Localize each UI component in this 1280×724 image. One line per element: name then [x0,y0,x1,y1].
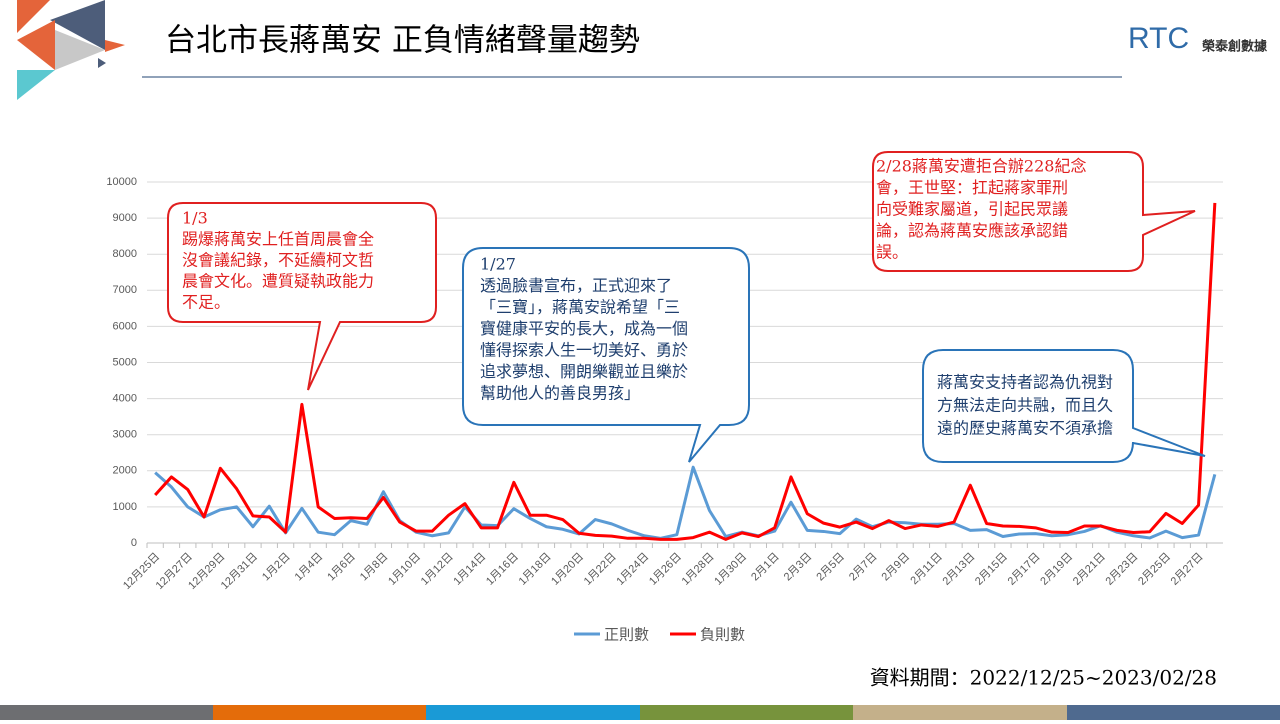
y-tick-label: 5000 [113,356,137,368]
y-tick-label: 1000 [113,501,137,513]
y-tick-label: 7000 [113,284,137,296]
annotation-text: 沒會議紀錄，不延續柯文哲 [182,251,374,270]
decor [17,70,55,100]
x-tick-label: 2月7日 [847,551,880,584]
annotation-text: 誤。 [876,243,908,262]
annotation-text: 懂得探索人生一切美好、勇於 [480,341,688,360]
logo-mark: RTC [1128,22,1189,55]
legend-label: 正則數 [604,626,649,644]
x-tick-label: 1月28日 [680,551,717,588]
callout [167,202,437,391]
x-tick-label: 2月1日 [749,551,782,584]
slide-title: 台北市長蔣萬安 正負情緒聲量趨勢 [165,23,640,59]
decor [17,0,50,33]
annotation-text: 幫助他人的善良男孩」 [480,384,640,403]
callout [462,247,750,463]
decor [1067,705,1280,720]
x-tick-label: 1月20日 [549,551,586,588]
x-tick-label: 2月3日 [782,551,815,584]
x-tick-label: 1月2日 [260,551,293,584]
y-tick-label: 10000 [106,176,137,188]
decor [640,705,853,720]
x-tick-label: 2月13日 [940,551,977,588]
annotation-text: 追求夢想、開朗樂觀並且樂於 [480,362,688,381]
y-tick-label: 9000 [113,212,137,224]
x-tick-label: 2月5日 [814,551,847,584]
callout [922,349,1206,463]
y-tick-label: 6000 [113,320,137,332]
x-tick-label: 1月22日 [582,551,619,588]
decor [50,0,105,50]
x-tick-label: 2月17日 [1006,551,1043,588]
y-tick-label: 4000 [113,393,137,405]
source-note: 資料期間：2022/12/25~2023/02/28 [870,666,1217,690]
annotation-text: 晨會文化。遭質疑執政能力 [182,272,374,291]
decor [853,705,1067,720]
annotation-text: 方無法走向共融，而且久 [937,396,1113,415]
x-tick-label: 1月14日 [451,551,488,588]
series-line [154,465,1217,540]
x-tick-label: 2月25日 [1136,551,1173,588]
annotation-text: 論，認為蔣萬安應該承認錯 [876,221,1068,240]
x-tick-label: 1月10日 [386,551,423,588]
decor [213,705,426,720]
x-tick-label: 2月23日 [1103,551,1140,588]
decor [98,58,106,68]
annotation-text: 向受難家屬道，引起民眾議 [876,200,1068,219]
y-tick-label: 8000 [113,248,137,260]
annotation-text: 「三寶」，蔣萬安說希望「三 [480,298,680,317]
annotations: 1/3 踢爆蔣萬安上任首周晨會全沒會議紀錄，不延續柯文哲晨會文化。遭質疑執政能力不… [182,157,1113,438]
annotation-text: 2/28蔣萬安遭拒合辦228紀念 [876,157,1086,176]
x-tick-label: 1月18日 [517,551,554,588]
annotation-text: 寶健康平安的長大，成為一個 [480,319,688,338]
x-tick-label: 1月4日 [293,551,326,584]
annotation-text: 1/27 [480,255,516,274]
annotation-text: 蔣萬安支持者認為仇視對 [937,373,1113,392]
x-tick-label: 1月30日 [712,551,749,588]
x-tick-label: 1月12日 [419,551,456,588]
decor [17,20,55,70]
annotation-text: 透過臉書宣布，正式迎來了 [480,276,672,295]
x-tick-label: 1月6日 [325,551,358,584]
annotation-text: 遠的歷史蔣萬安不須承擔 [937,419,1113,438]
annotation-text: 踢爆蔣萬安上任首周晨會全 [182,230,374,249]
x-tick-label: 1月16日 [484,551,521,588]
y-tick-label: 0 [131,537,137,549]
annotation-text: 1/3 [182,209,208,228]
annotation-text: 會，王世堅：扛起蔣家罪刑 [876,178,1068,197]
decor [0,705,213,720]
logo-text: 榮泰創數據 [1202,39,1268,55]
annotation-text: 不足。 [182,293,230,312]
decor [55,30,105,70]
x-tick-label: 1月24日 [614,551,651,588]
x-tick-label: 2月19日 [1038,551,1075,588]
y-tick-label: 3000 [113,429,137,441]
x-tick-label: 1月26日 [647,551,684,588]
y-tick-label: 2000 [113,465,137,477]
series-line [154,202,1217,541]
x-tick-label: 2月21日 [1071,551,1108,588]
legend-label: 負則數 [700,626,745,644]
x-tick-label: 2月27日 [1169,551,1206,588]
x-tick-label: 2月11日 [908,551,944,587]
decor [105,40,125,52]
decor [426,705,640,720]
x-tick-label: 2月15日 [973,551,1010,588]
callout [872,151,1196,272]
